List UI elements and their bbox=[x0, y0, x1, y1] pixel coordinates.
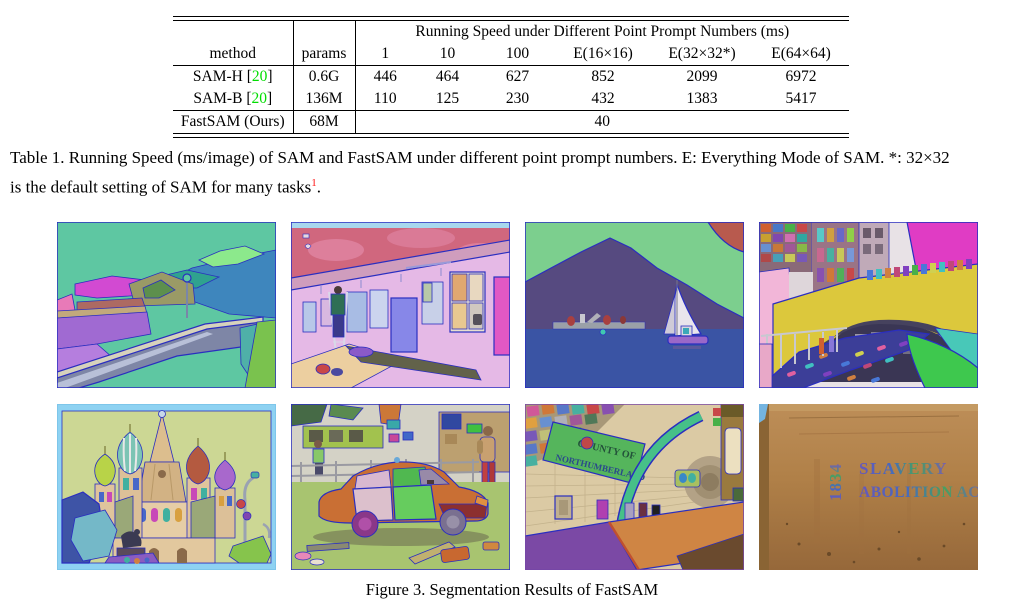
running-speed-table: Running Speed under Different Point Prom… bbox=[173, 20, 850, 134]
table-top-rule bbox=[173, 16, 849, 17]
figure-grid: COUNTY OF NORTHUMBERLAND bbox=[57, 222, 978, 570]
segmentation-image-sailboat bbox=[525, 222, 744, 388]
segmentation-image-tunnel: COUNTY OF NORTHUMBERLAND bbox=[525, 404, 744, 570]
book-title-line2: ABOLITION ACT bbox=[859, 484, 978, 501]
value-cell: 852 bbox=[591, 68, 615, 85]
col-header-10: 10 bbox=[415, 43, 480, 66]
value-cell: 125 bbox=[435, 90, 460, 107]
book-title-line1: SLAVERY bbox=[859, 459, 948, 478]
footnote-ref[interactable]: 1 bbox=[311, 176, 317, 189]
params-cell: 136M bbox=[293, 88, 356, 111]
segmentation-image-bridge bbox=[759, 222, 978, 388]
value-cell: 5417 bbox=[785, 90, 817, 107]
segmentation-image-car bbox=[291, 404, 510, 570]
small-person bbox=[312, 440, 325, 475]
road-confetti bbox=[787, 340, 908, 383]
table-column-header-row: method params 1 10 100 E(16×16) E(32×32*… bbox=[173, 43, 850, 66]
table-row: SAM-H [20] 0.6G 446 464 627 852 2099 697… bbox=[173, 65, 849, 88]
col-header-params: params bbox=[293, 43, 356, 66]
method-cell: FastSAM (Ours) bbox=[173, 110, 294, 134]
lamp-post bbox=[236, 471, 260, 556]
col-header-method: method bbox=[173, 43, 294, 66]
col-header-e32: E(32×32*) bbox=[651, 43, 753, 66]
segmentation-image-book-cover: 1834 SLAVERY ABOLITION ACT bbox=[759, 404, 978, 570]
value-cell: 40 bbox=[355, 110, 850, 134]
mosaic-building bbox=[759, 222, 811, 272]
value-cell: 627 bbox=[505, 68, 530, 85]
span-header: Running Speed under Different Point Prom… bbox=[415, 23, 790, 40]
table-caption: Table 1. Running Speed (ms/image) of SAM… bbox=[10, 148, 950, 197]
segmentation-image-cathedral bbox=[57, 404, 276, 570]
value-cell: 1383 bbox=[686, 90, 718, 107]
value-cell: 446 bbox=[373, 68, 397, 85]
citation-20[interactable]: 20 bbox=[251, 68, 268, 85]
table-row: SAM-B [20] 136M 110 125 230 432 1383 541… bbox=[173, 88, 849, 111]
value-cell: 6972 bbox=[785, 68, 817, 85]
segmentation-image-highway bbox=[57, 222, 276, 388]
pedestrian bbox=[477, 426, 496, 485]
bridge-railing bbox=[867, 259, 972, 280]
table-caption-line1: Table 1. Running Speed (ms/image) of SAM… bbox=[10, 148, 950, 167]
book-year: 1834 bbox=[826, 463, 845, 501]
table-bottom-rule bbox=[173, 137, 849, 138]
value-cell: 230 bbox=[505, 90, 530, 107]
col-header-e16: E(16×16) bbox=[555, 43, 651, 66]
table-span-header-row: Running Speed under Different Point Prom… bbox=[173, 20, 849, 43]
value-cell: 110 bbox=[373, 90, 397, 107]
table-caption-line2: is the default setting of SAM for many t… bbox=[10, 177, 312, 197]
value-cell: 464 bbox=[435, 68, 460, 85]
col-header-e64: E(64×64) bbox=[753, 43, 850, 66]
citation-20[interactable]: 20 bbox=[251, 90, 267, 107]
col-header-1: 1 bbox=[355, 43, 415, 66]
results-table: Running Speed under Different Point Prom… bbox=[173, 16, 850, 138]
segmentation-image-house bbox=[291, 222, 510, 388]
params-cell: 0.6G bbox=[293, 65, 356, 88]
method-cell: SAM-B [20] bbox=[173, 88, 294, 111]
value-cell: 432 bbox=[591, 90, 615, 107]
value-cell: 2099 bbox=[686, 68, 718, 85]
table-row-fastsam: FastSAM (Ours) 68M 40 bbox=[173, 110, 850, 134]
figure-caption: Figure 3. Segmentation Results of FastSA… bbox=[365, 580, 659, 599]
params-cell: 68M bbox=[293, 110, 356, 134]
method-cell: SAM-H [20] bbox=[173, 65, 294, 88]
col-header-100: 100 bbox=[480, 43, 555, 66]
